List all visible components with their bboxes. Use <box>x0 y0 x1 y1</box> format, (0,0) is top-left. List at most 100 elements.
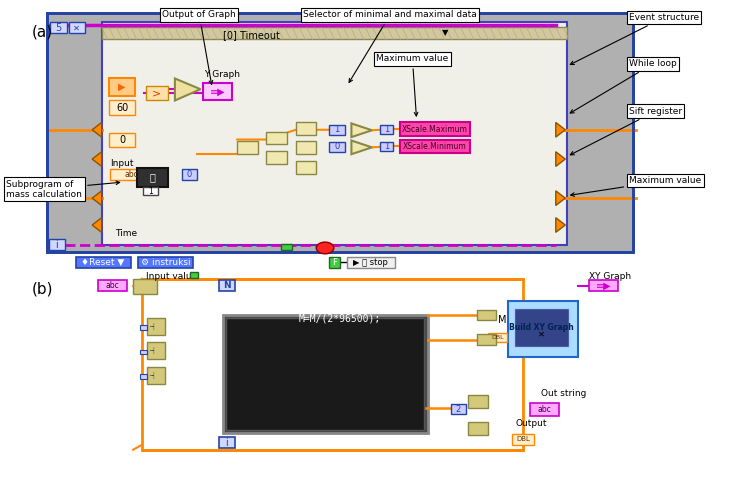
FancyBboxPatch shape <box>468 422 489 435</box>
Text: (a): (a) <box>32 25 53 40</box>
Text: 1: 1 <box>148 187 153 196</box>
FancyBboxPatch shape <box>50 22 66 33</box>
FancyBboxPatch shape <box>109 79 134 95</box>
Text: ≡▶: ≡▶ <box>210 86 225 97</box>
FancyBboxPatch shape <box>102 27 567 40</box>
Text: Selector of minimal and maximal data: Selector of minimal and maximal data <box>303 10 477 82</box>
Text: ─┤: ─┤ <box>149 323 156 329</box>
FancyBboxPatch shape <box>328 142 345 152</box>
Text: 0: 0 <box>119 135 125 145</box>
FancyBboxPatch shape <box>489 333 507 342</box>
FancyBboxPatch shape <box>296 161 317 174</box>
FancyBboxPatch shape <box>508 301 578 357</box>
Text: Output: Output <box>515 419 547 428</box>
Polygon shape <box>556 191 565 206</box>
FancyBboxPatch shape <box>109 133 134 147</box>
Text: 1: 1 <box>384 125 389 134</box>
FancyBboxPatch shape <box>102 22 567 245</box>
FancyBboxPatch shape <box>49 239 65 250</box>
Text: Input value: Input value <box>145 272 197 281</box>
FancyBboxPatch shape <box>589 280 618 291</box>
Text: XY Graph: XY Graph <box>589 272 631 281</box>
Text: ⚙ instruksi: ⚙ instruksi <box>140 258 190 267</box>
Text: ─┤: ─┤ <box>149 371 156 378</box>
Circle shape <box>317 242 334 254</box>
Polygon shape <box>351 140 372 154</box>
Text: Y Graph: Y Graph <box>204 70 240 79</box>
FancyBboxPatch shape <box>139 374 147 379</box>
Text: Input: Input <box>111 160 134 168</box>
Text: M=63.55*I*t;
M=M/(2*96500);: M=63.55*I*t; M=M/(2*96500); <box>299 302 381 324</box>
Polygon shape <box>556 152 565 166</box>
FancyBboxPatch shape <box>138 257 193 268</box>
Text: 0: 0 <box>334 142 339 151</box>
FancyBboxPatch shape <box>401 139 470 153</box>
FancyBboxPatch shape <box>296 141 317 154</box>
Text: ♦Reset ▼: ♦Reset ▼ <box>81 258 125 267</box>
Text: N: N <box>223 281 231 290</box>
Text: F: F <box>332 258 337 267</box>
Text: Maximum value: Maximum value <box>376 54 449 116</box>
FancyBboxPatch shape <box>137 168 168 187</box>
FancyBboxPatch shape <box>451 404 466 414</box>
Text: 📷: 📷 <box>149 172 155 183</box>
FancyBboxPatch shape <box>296 122 317 135</box>
FancyBboxPatch shape <box>328 257 339 268</box>
Text: Event structure: Event structure <box>570 13 699 65</box>
Text: ▶: ▶ <box>118 82 126 92</box>
FancyBboxPatch shape <box>143 187 158 195</box>
Text: Maximum value: Maximum value <box>570 176 701 196</box>
FancyBboxPatch shape <box>147 367 165 384</box>
FancyBboxPatch shape <box>226 318 424 430</box>
FancyBboxPatch shape <box>380 142 393 151</box>
Text: ✕: ✕ <box>73 23 80 32</box>
Text: Out string: Out string <box>541 389 587 398</box>
FancyBboxPatch shape <box>145 86 168 100</box>
Text: 0: 0 <box>187 170 192 179</box>
FancyBboxPatch shape <box>139 325 147 330</box>
Text: ─┤: ─┤ <box>149 347 156 354</box>
Text: ▶ 🏠 stop: ▶ 🏠 stop <box>353 258 388 267</box>
FancyBboxPatch shape <box>133 279 156 294</box>
Text: Sift register: Sift register <box>570 107 682 155</box>
Polygon shape <box>92 191 102 206</box>
Text: i: i <box>55 240 58 249</box>
Text: i: i <box>226 438 228 448</box>
FancyBboxPatch shape <box>69 22 85 33</box>
FancyBboxPatch shape <box>512 434 534 445</box>
FancyBboxPatch shape <box>111 169 151 180</box>
FancyBboxPatch shape <box>530 403 559 415</box>
Text: abc: abc <box>106 281 120 290</box>
FancyBboxPatch shape <box>190 272 199 278</box>
Polygon shape <box>92 218 102 232</box>
FancyBboxPatch shape <box>514 308 569 347</box>
FancyBboxPatch shape <box>281 244 292 250</box>
FancyBboxPatch shape <box>380 125 393 134</box>
Text: Subprogram of
mass calculation: Subprogram of mass calculation <box>7 180 120 199</box>
Text: ≡▶: ≡▶ <box>596 281 611 290</box>
FancyBboxPatch shape <box>468 396 489 408</box>
FancyBboxPatch shape <box>147 342 165 359</box>
Polygon shape <box>92 123 102 137</box>
FancyBboxPatch shape <box>147 318 165 335</box>
Text: (b): (b) <box>32 281 54 296</box>
FancyBboxPatch shape <box>266 151 287 164</box>
Polygon shape <box>175 79 201 100</box>
FancyBboxPatch shape <box>203 83 232 100</box>
Text: 1: 1 <box>384 142 389 151</box>
Text: XScale.Minimum: XScale.Minimum <box>403 142 467 151</box>
FancyBboxPatch shape <box>98 280 127 291</box>
Text: Time: Time <box>115 229 137 238</box>
Polygon shape <box>556 123 565 137</box>
Text: ▼: ▼ <box>442 28 449 37</box>
FancyBboxPatch shape <box>347 257 395 268</box>
Polygon shape <box>556 218 565 232</box>
FancyBboxPatch shape <box>477 334 496 345</box>
Text: DBL: DBL <box>516 436 530 443</box>
FancyBboxPatch shape <box>46 12 632 252</box>
Text: >: > <box>152 88 161 98</box>
Text: abc: abc <box>538 405 552 413</box>
FancyBboxPatch shape <box>219 280 235 291</box>
Text: 5: 5 <box>55 23 61 33</box>
Text: Output of Graph: Output of Graph <box>162 10 236 84</box>
